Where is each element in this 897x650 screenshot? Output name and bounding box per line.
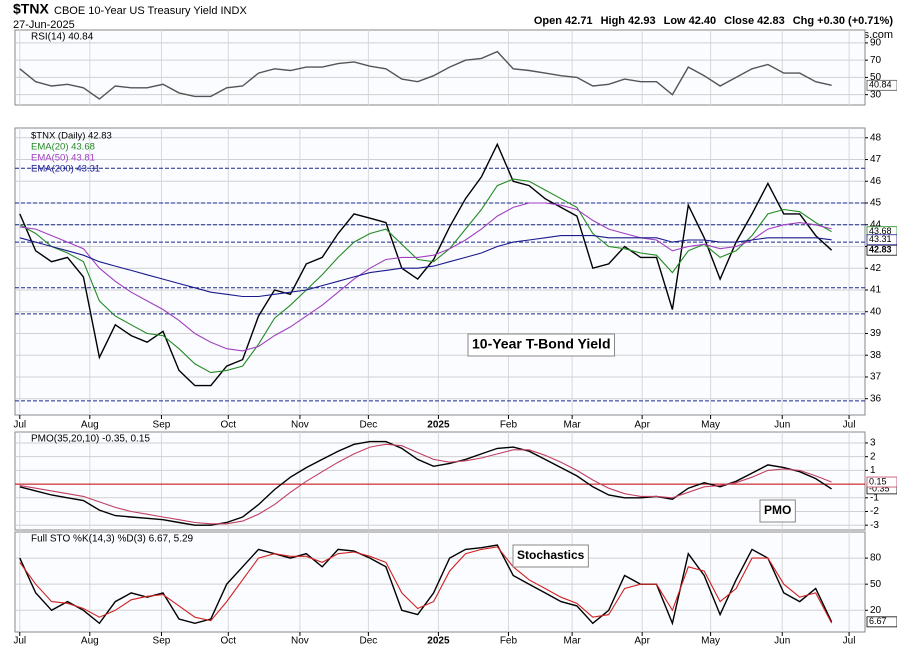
panel (14, 29, 866, 106)
x-tick-label: May (701, 420, 720, 431)
x-tick-label: May (701, 636, 720, 647)
x-tick-label: 2025 (427, 420, 450, 431)
quote-item: Low 42.40 (664, 15, 717, 27)
legend-entry: EMA(50) 43.81 (31, 153, 95, 164)
last-value-label: 6.67 (869, 616, 887, 626)
series-line (19, 202, 832, 352)
quote-item: Open 42.71 (534, 15, 593, 27)
y-tick-label: 1 (870, 465, 876, 476)
x-tick-label: Jun (774, 420, 790, 431)
x-tick-label: Jul (13, 636, 26, 647)
y-tick-label: 36 (870, 393, 882, 404)
last-value-label: 43.68 (869, 226, 892, 236)
x-tick-label: Mar (563, 420, 581, 431)
annotation-box (759, 499, 796, 523)
x-tick-label: Dec (359, 636, 377, 647)
y-tick-label: -1 (870, 492, 879, 503)
last-value-box (866, 234, 897, 246)
y-tick-label: 40 (870, 306, 882, 317)
last-value-label: 43.31 (869, 234, 892, 244)
series-line (19, 50, 832, 100)
security-name: CBOE 10-Year US Treasury Yield INDX (54, 5, 247, 17)
x-tick-label: Nov (291, 420, 309, 431)
y-tick-label: 41 (870, 285, 882, 296)
last-value-label: 40.84 (869, 80, 892, 90)
date: 27-Jun-2025 (13, 19, 75, 31)
y-tick-label: 37 (870, 372, 882, 383)
legend-entry: EMA(20) 43.68 (31, 142, 95, 153)
y-tick-label: 45 (870, 198, 882, 209)
y-tick-label: 3 (870, 438, 876, 449)
y-tick-label: 42 (870, 263, 882, 274)
panel (14, 531, 866, 633)
y-tick-label: 30 (870, 89, 882, 100)
y-tick-label: 2 (870, 451, 876, 462)
x-tick-label: 2025 (427, 636, 450, 647)
y-tick-label: 70 (870, 55, 882, 66)
quote-item: High 42.93 (601, 15, 656, 27)
annotation: Stochastics (517, 548, 585, 562)
x-tick-label: Sep (153, 636, 171, 647)
y-tick-label: 50 (870, 579, 882, 590)
y-tick-label: 44 (870, 219, 882, 230)
quote-item: Chg +0.30 (+0.71%) (793, 15, 894, 27)
x-tick-label: Apr (634, 636, 650, 647)
panel (14, 127, 866, 416)
x-tick-label: Dec (359, 420, 377, 431)
series-line (19, 142, 833, 387)
last-value-box (866, 476, 897, 488)
series-line (19, 546, 833, 624)
x-tick-label: Oct (221, 420, 237, 431)
symbol: $TNX (13, 1, 49, 17)
x-tick-label: Jul (843, 636, 856, 647)
x-tick-label: Aug (81, 420, 99, 431)
annotation-box (512, 544, 589, 568)
series-line (19, 440, 832, 526)
series-line (19, 235, 832, 298)
panel-label: RSI(14) 40.84 (31, 32, 94, 43)
x-tick-label: Jul (13, 420, 26, 431)
legend-entry: $TNX (Daily) 42.83 (31, 131, 112, 142)
panel-label: Full STO %K(14,3) %D(3) 6.67, 5.29 (31, 534, 194, 545)
annotation: 10-Year T-Bond Yield (472, 336, 611, 352)
y-tick-label: 47 (870, 154, 882, 165)
y-tick-label: 39 (870, 328, 882, 339)
x-tick-label: Feb (500, 420, 518, 431)
last-value-label: 0.15 (869, 476, 887, 486)
y-tick-label: 80 (870, 553, 882, 564)
last-value-box (866, 244, 897, 256)
last-value-label: -0.35 (869, 483, 890, 493)
y-tick-label: -3 (870, 520, 879, 531)
y-tick-label: -2 (870, 506, 879, 517)
y-tick-label: 50 (870, 72, 882, 83)
x-tick-label: Apr (634, 420, 650, 431)
series-line (19, 443, 832, 525)
x-tick-label: Feb (500, 636, 518, 647)
x-tick-label: Oct (221, 636, 237, 647)
last-value-label: 42.83 (869, 245, 892, 255)
y-tick-label: 20 (870, 605, 882, 616)
y-tick-label: 46 (870, 176, 882, 187)
panel (14, 431, 866, 531)
x-tick-label: Jun (774, 636, 790, 647)
annotation-box (467, 333, 615, 357)
last-value-box (866, 79, 897, 91)
x-tick-label: Jul (843, 420, 856, 431)
legend-entry: EMA(200) 43.31 (31, 164, 100, 175)
annotation: PMO (764, 503, 791, 517)
y-tick-label: 38 (870, 350, 882, 361)
panel-label: PMO(35,20,10) -0.35, 0.15 (31, 434, 150, 445)
quote-item: Close 42.83 (724, 15, 785, 27)
last-value-box (866, 616, 897, 628)
x-tick-label: Sep (153, 420, 171, 431)
x-tick-label: Mar (563, 636, 581, 647)
y-tick-label: 48 (870, 132, 882, 143)
y-tick-label: 90 (870, 38, 882, 49)
series-line (19, 178, 832, 374)
x-tick-label: Aug (81, 636, 99, 647)
x-tick-label: Nov (291, 636, 309, 647)
